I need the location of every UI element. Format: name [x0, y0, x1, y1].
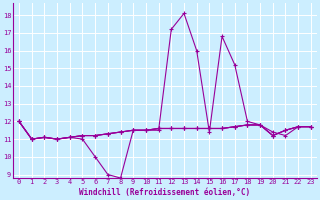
X-axis label: Windchill (Refroidissement éolien,°C): Windchill (Refroidissement éolien,°C)	[79, 188, 251, 197]
